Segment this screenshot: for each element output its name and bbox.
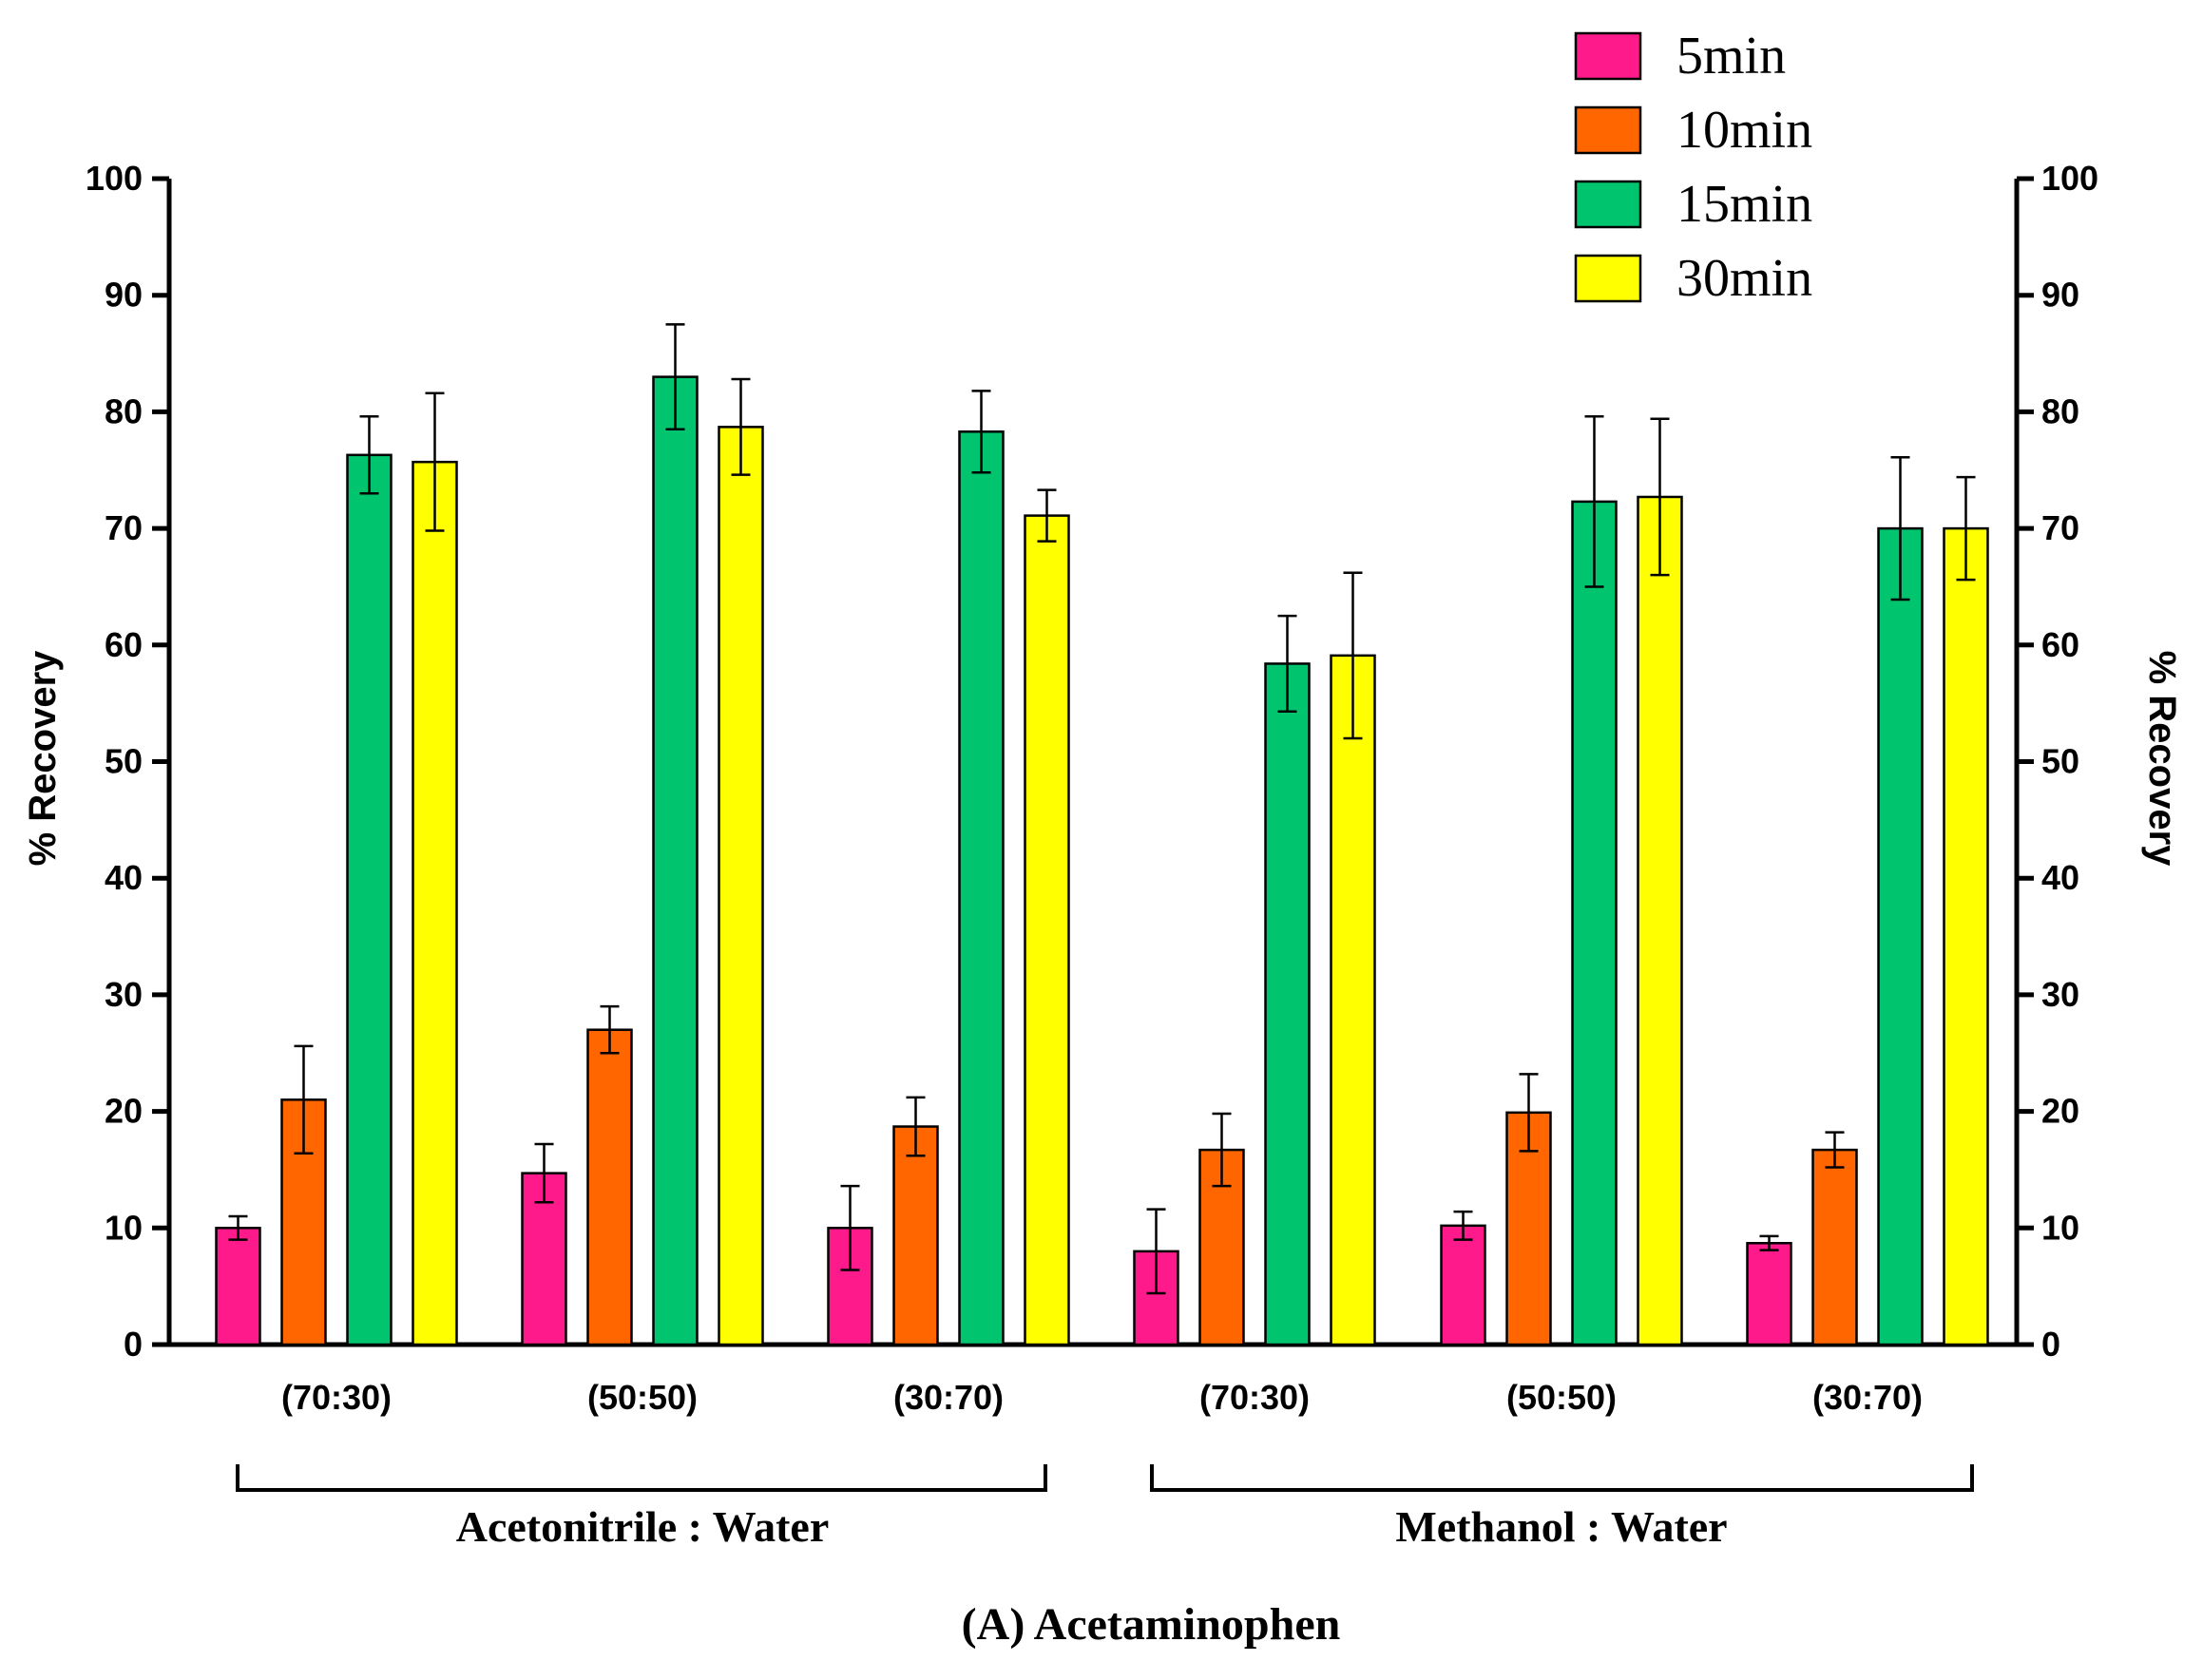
y-tick-label-left: 50 [105, 742, 143, 781]
legend-swatch [1574, 105, 1642, 155]
y-tick-label-right: 30 [2041, 975, 2079, 1014]
y-tick-label-left: 100 [86, 159, 143, 198]
y-tick-label-left: 80 [105, 391, 143, 430]
y-tick-label-left: 20 [105, 1092, 143, 1131]
legend-label: 10min [1676, 101, 1812, 160]
y-tick-label-right: 20 [2041, 1092, 2079, 1131]
bar [1811, 1148, 1858, 1346]
y-tick-label-left: 10 [105, 1208, 143, 1247]
y-tick-label-left: 60 [105, 625, 143, 664]
legend-label: 15min [1676, 175, 1812, 234]
bar [1330, 654, 1376, 1346]
legend-swatch [1574, 31, 1642, 81]
y-tick-label-right: 80 [2041, 391, 2079, 430]
bar [892, 1125, 939, 1346]
bar [346, 453, 393, 1346]
group-bracket [1150, 1464, 1974, 1492]
bar [1571, 500, 1618, 1346]
y-axis-title-left: % Recovery [22, 650, 64, 867]
bar [718, 426, 764, 1346]
y-tick-label-left: 70 [105, 508, 143, 547]
group-label-methanol: Methanol : Water [1395, 1502, 1727, 1551]
chart-title: (A) Acetaminophen [962, 1599, 1341, 1650]
bar [1746, 1242, 1792, 1346]
group-label-acetonitrile: Acetonitrile : Water [456, 1502, 830, 1551]
axes [152, 176, 2034, 1492]
bar [1637, 495, 1683, 1346]
category-label: (70:30) [1199, 1378, 1310, 1417]
bar [1943, 526, 1989, 1346]
category-label: (50:50) [587, 1378, 698, 1417]
legend-swatch [1574, 254, 1642, 303]
y-tick-label-right: 10 [2041, 1208, 2079, 1247]
labels-layer: 0 0 10 10 20 20 30 30 40 40 50 50 60 60 70 70 80 80 90 90 10… [86, 159, 2098, 1417]
y-tick-label-right: 90 [2041, 276, 2079, 315]
y-tick-label-right: 0 [2041, 1325, 2060, 1364]
y-tick-label-right: 70 [2041, 508, 2079, 547]
y-tick-label-left: 40 [105, 858, 143, 897]
y-tick-label-right: 50 [2041, 742, 2079, 781]
y-tick-label-right: 100 [2041, 159, 2098, 198]
legend: 5min 10min 15min 30min [1574, 27, 1812, 308]
bar [652, 375, 699, 1346]
bar [412, 460, 458, 1346]
category-label: (30:70) [1812, 1378, 1923, 1417]
y-tick-label-right: 40 [2041, 858, 2079, 897]
bar [215, 1227, 261, 1346]
legend-label: 30min [1676, 249, 1812, 308]
y-tick-label-left: 90 [105, 276, 143, 315]
legend-label: 5min [1676, 27, 1786, 86]
legend-swatch [1574, 180, 1642, 229]
y-axis-title-right: % Recovery [2141, 651, 2183, 868]
bar [586, 1028, 633, 1346]
category-label: (50:50) [1506, 1378, 1617, 1417]
y-tick-label-left: 0 [124, 1325, 143, 1364]
bar [1264, 662, 1311, 1346]
category-label: (70:30) [281, 1378, 392, 1417]
y-tick-label-left: 30 [105, 975, 143, 1014]
bar [1877, 526, 1924, 1346]
bar [1440, 1224, 1486, 1346]
bars-layer [215, 323, 1989, 1346]
bar [1024, 514, 1070, 1346]
y-tick-label-right: 60 [2041, 625, 2079, 664]
bar [958, 430, 1005, 1346]
group-bracket [236, 1464, 1047, 1492]
category-label: (30:70) [893, 1378, 1004, 1417]
